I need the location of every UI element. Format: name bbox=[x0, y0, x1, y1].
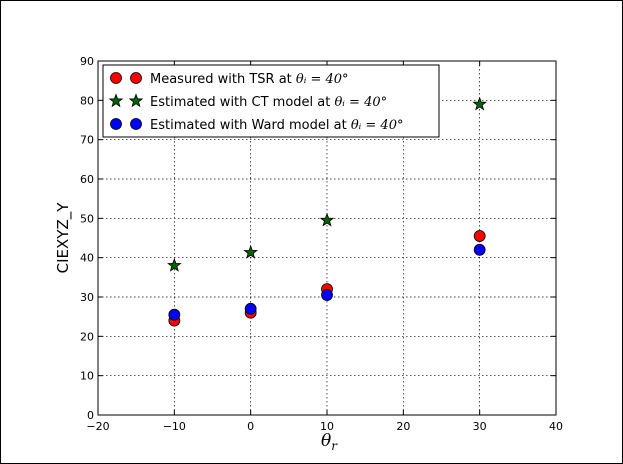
legend-label: Estimated with Ward model at θᵢ = 40° bbox=[150, 118, 403, 133]
legend-label-math: θᵢ = 40° bbox=[296, 72, 349, 87]
legend-box bbox=[102, 64, 440, 138]
y-tick-label: 10 bbox=[80, 370, 94, 383]
x-axis-label-subscript: r bbox=[331, 439, 338, 453]
y-tick-label: 50 bbox=[80, 212, 94, 225]
y-tick-label: 0 bbox=[87, 409, 94, 422]
data-point bbox=[244, 302, 257, 315]
legend-label: Measured with TSR at θᵢ = 40° bbox=[150, 72, 349, 87]
y-axis-label: CIEXYZ_Y bbox=[54, 202, 73, 274]
y-tick-label: 40 bbox=[80, 252, 94, 265]
x-tick-label: 0 bbox=[247, 420, 254, 433]
series-2 bbox=[167, 96, 487, 272]
legend-item-2: Estimated with CT model at θᵢ = 40° bbox=[108, 93, 387, 110]
legend-marker bbox=[128, 93, 144, 108]
x-tick-label: 30 bbox=[473, 420, 487, 433]
y-tick-label: 30 bbox=[80, 291, 94, 304]
data-point bbox=[473, 230, 486, 242]
legend: Measured with TSR at θᵢ = 40° Estimated w… bbox=[102, 64, 440, 138]
data-point bbox=[168, 308, 181, 321]
legend-label-math: θᵢ = 40° bbox=[334, 95, 387, 110]
y-tick-label: 70 bbox=[80, 134, 94, 147]
legend-item-3: Estimated with Ward model at θᵢ = 40° bbox=[110, 118, 403, 133]
y-tick-labels: 0 10 20 30 40 50 60 70 80 90 bbox=[80, 55, 94, 422]
x-axis-label-symbol: θ bbox=[321, 431, 331, 451]
data-point bbox=[473, 243, 486, 256]
legend-label-math: θᵢ = 40° bbox=[351, 118, 404, 133]
legend-label: Estimated with CT model at θᵢ = 40° bbox=[150, 95, 387, 110]
y-tick-label: 90 bbox=[80, 55, 94, 68]
x-tick-label: −10 bbox=[163, 420, 186, 433]
legend-item-1: Measured with TSR at θᵢ = 40° bbox=[110, 72, 349, 87]
y-tick-label: 80 bbox=[80, 94, 94, 107]
data-point bbox=[243, 244, 258, 259]
legend-marker bbox=[110, 72, 122, 84]
x-tick-label: 20 bbox=[396, 420, 410, 433]
legend-marker bbox=[130, 72, 142, 84]
x-tick-label: 40 bbox=[549, 420, 563, 433]
x-axis-label: θr bbox=[321, 431, 338, 453]
legend-marker bbox=[110, 118, 122, 130]
y-tick-label: 60 bbox=[80, 173, 94, 186]
data-point bbox=[472, 96, 487, 111]
legend-marker bbox=[130, 118, 142, 130]
x-tick-label: 10 bbox=[320, 420, 334, 433]
data-point bbox=[321, 289, 333, 301]
legend-marker bbox=[108, 93, 124, 108]
data-points bbox=[167, 96, 487, 327]
series-3 bbox=[168, 243, 486, 321]
data-point bbox=[167, 257, 182, 272]
x-tick-labels: −20 −10 0 10 20 30 40 bbox=[86, 420, 563, 433]
x-tick-label: −20 bbox=[86, 420, 109, 433]
y-tick-label: 20 bbox=[80, 330, 94, 343]
data-point bbox=[319, 212, 335, 227]
